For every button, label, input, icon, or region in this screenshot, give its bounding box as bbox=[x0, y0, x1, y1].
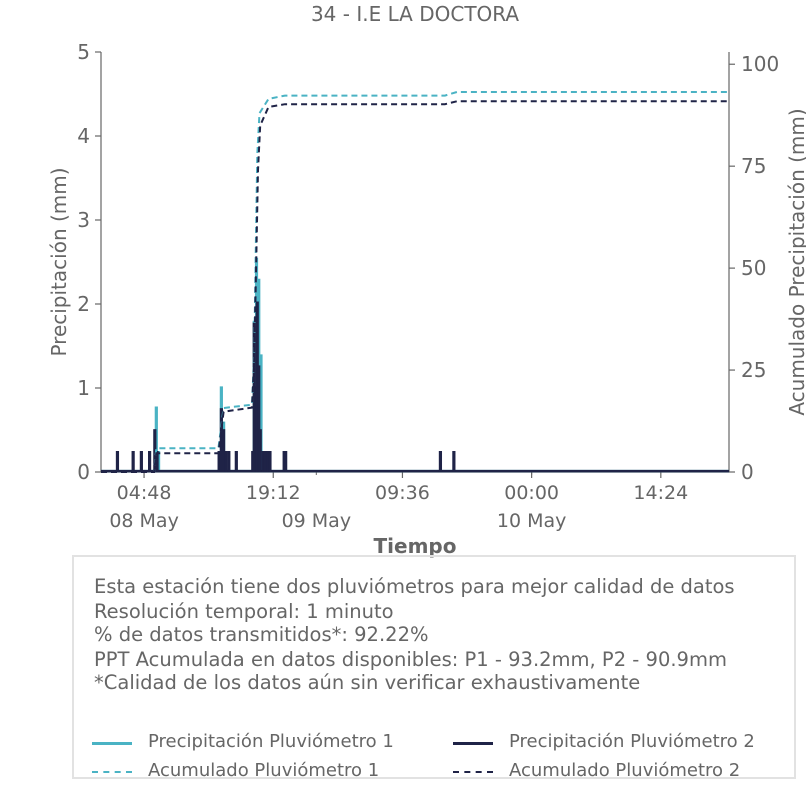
x-axis-label: Tiempo bbox=[374, 534, 457, 558]
left-tick-label: 0 bbox=[77, 460, 90, 484]
left-axis-ticks: 0 1 2 3 4 5 bbox=[77, 40, 101, 484]
x-tick-label: 14:24 bbox=[633, 482, 688, 504]
x-date-label: 08 May bbox=[109, 510, 179, 532]
info-accumulated: PPT Acumulada en datos disponibles: P1 -… bbox=[94, 648, 727, 671]
info-resolution: Resolución temporal: 1 minuto bbox=[94, 600, 394, 623]
info-box: Esta estación tiene dos pluviómetros par… bbox=[72, 555, 796, 781]
y-axis-left-label: Precipitación (mm) bbox=[47, 167, 71, 356]
legend-swatch-p2 bbox=[453, 742, 493, 745]
right-tick-label: 25 bbox=[741, 358, 766, 382]
series-accum-1 bbox=[101, 91, 729, 473]
right-tick-label: 75 bbox=[741, 154, 766, 178]
legend-swatch-a1 bbox=[92, 771, 132, 773]
legend-label-p1: Precipitación Pluviómetro 1 bbox=[148, 731, 394, 752]
info-dual-gauge: Esta estación tiene dos pluviómetros par… bbox=[94, 575, 735, 598]
x-axis-ticks: 04:48 08 May 19:12 09:36 00:00 14:24 09 May 10 … bbox=[109, 472, 688, 532]
chart-title: 34 - I.E LA DOCTORA bbox=[311, 2, 519, 26]
legend-label-a2: Acumulado Pluviómetro 2 bbox=[509, 760, 741, 781]
info-quality-note: *Calidad de los datos aún sin verificar … bbox=[94, 671, 641, 694]
info-transmitted: % de datos transmitidos*: 92.22% bbox=[94, 623, 429, 646]
x-tick-label: 09:36 bbox=[375, 482, 430, 504]
legend-label-p2: Precipitación Pluviómetro 2 bbox=[509, 731, 755, 752]
left-tick-label: 3 bbox=[77, 208, 90, 232]
x-tick-label: 04:48 bbox=[117, 482, 172, 504]
left-tick-label: 4 bbox=[77, 124, 90, 148]
left-tick-label: 5 bbox=[77, 40, 90, 64]
plot-area bbox=[100, 52, 730, 473]
right-tick-label: 50 bbox=[741, 256, 766, 280]
left-tick-label: 1 bbox=[77, 376, 90, 400]
legend-swatch-a2 bbox=[453, 771, 493, 773]
series-accum-2 bbox=[101, 100, 729, 473]
legend-label-a1: Acumulado Pluviómetro 1 bbox=[148, 760, 380, 781]
series-precip-2 bbox=[101, 301, 729, 473]
x-tick-label: 19:12 bbox=[246, 482, 301, 504]
left-tick-label: 2 bbox=[77, 292, 90, 316]
legend-swatch-p1 bbox=[92, 742, 132, 745]
right-tick-label: 100 bbox=[741, 52, 779, 76]
y-axis-right-label: Acumulado Precipitación (mm) bbox=[785, 108, 806, 415]
series-precip-1 bbox=[101, 257, 729, 473]
x-date-label: 09 May bbox=[282, 510, 352, 532]
series-layer bbox=[101, 91, 729, 473]
x-date-label: 10 May bbox=[497, 510, 567, 532]
right-axis-ticks: 0 25 50 75 100 bbox=[729, 52, 779, 484]
x-tick-label: 00:00 bbox=[504, 482, 559, 504]
right-tick-label: 0 bbox=[741, 460, 754, 484]
